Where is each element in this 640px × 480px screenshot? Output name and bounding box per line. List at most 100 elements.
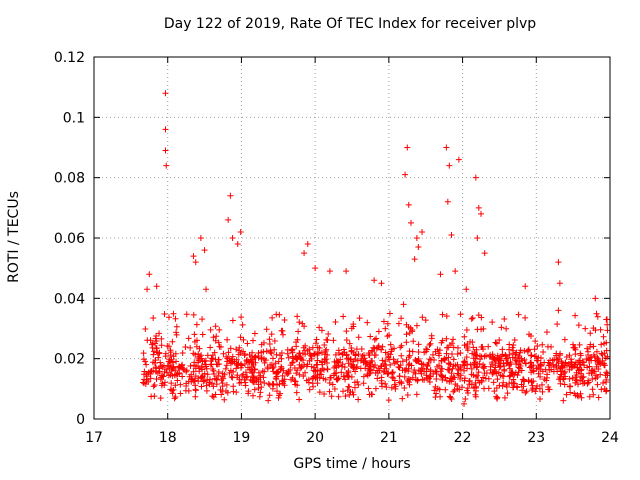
x-tick-label: 17 bbox=[85, 430, 103, 446]
data-point bbox=[516, 349, 523, 356]
data-point bbox=[494, 376, 501, 383]
data-point bbox=[191, 331, 198, 338]
data-point bbox=[344, 372, 351, 379]
chart-title: Day 122 of 2019, Rate Of TEC Index for r… bbox=[163, 16, 537, 32]
data-point bbox=[463, 327, 470, 334]
data-point bbox=[388, 384, 395, 391]
data-point bbox=[168, 380, 175, 387]
data-point bbox=[561, 381, 568, 388]
data-point bbox=[357, 357, 364, 364]
data-point bbox=[243, 357, 250, 364]
data-point bbox=[478, 378, 485, 385]
data-point bbox=[203, 365, 210, 372]
data-point bbox=[462, 395, 469, 402]
data-point bbox=[345, 369, 352, 376]
data-point bbox=[544, 371, 551, 378]
data-point bbox=[310, 367, 317, 374]
data-point bbox=[513, 383, 520, 390]
data-point bbox=[224, 336, 231, 343]
data-point bbox=[437, 393, 444, 400]
data-point bbox=[323, 356, 330, 363]
data-point bbox=[183, 380, 190, 387]
data-point bbox=[492, 362, 499, 369]
data-point bbox=[324, 352, 331, 359]
data-point bbox=[219, 388, 226, 395]
data-point bbox=[281, 317, 288, 324]
data-point bbox=[436, 362, 443, 369]
data-point bbox=[172, 315, 179, 322]
data-point bbox=[450, 336, 457, 343]
data-point bbox=[293, 389, 300, 396]
data-point bbox=[202, 361, 209, 368]
data-point bbox=[407, 376, 414, 383]
data-point bbox=[255, 369, 262, 376]
data-point bbox=[331, 386, 338, 393]
data-point bbox=[210, 383, 217, 390]
data-point bbox=[496, 357, 503, 364]
data-point bbox=[561, 362, 568, 369]
data-point bbox=[309, 344, 316, 351]
data-point bbox=[382, 325, 389, 332]
data-point bbox=[241, 350, 248, 357]
data-point bbox=[386, 310, 393, 317]
data-point bbox=[297, 365, 304, 372]
data-point bbox=[158, 363, 165, 370]
data-point bbox=[214, 361, 221, 368]
data-point bbox=[227, 359, 234, 366]
data-point bbox=[398, 342, 405, 349]
data-point bbox=[473, 364, 480, 371]
data-point bbox=[538, 381, 545, 388]
y-tick-label: 0.1 bbox=[63, 110, 85, 126]
data-point bbox=[560, 397, 567, 404]
data-point bbox=[221, 396, 228, 403]
data-point bbox=[475, 312, 482, 319]
data-point bbox=[510, 341, 517, 348]
data-point bbox=[398, 352, 405, 359]
data-point bbox=[509, 344, 516, 351]
data-point bbox=[592, 327, 599, 334]
data-point bbox=[446, 162, 453, 169]
data-point bbox=[304, 347, 311, 354]
data-point bbox=[581, 362, 588, 369]
data-point bbox=[535, 370, 542, 377]
data-point bbox=[219, 370, 226, 377]
data-point bbox=[405, 201, 412, 208]
data-point bbox=[594, 313, 601, 320]
data-point bbox=[147, 337, 154, 344]
data-point bbox=[401, 384, 408, 391]
data-point bbox=[500, 373, 507, 380]
data-point bbox=[321, 341, 328, 348]
data-point bbox=[593, 310, 600, 317]
data-point bbox=[220, 350, 227, 357]
data-point bbox=[372, 385, 379, 392]
data-point bbox=[589, 376, 596, 383]
data-point bbox=[432, 348, 439, 355]
data-point bbox=[444, 198, 451, 205]
data-point bbox=[378, 380, 385, 387]
data-point bbox=[275, 358, 282, 365]
data-point bbox=[360, 380, 367, 387]
data-point bbox=[553, 350, 560, 357]
data-point bbox=[201, 358, 208, 365]
data-point bbox=[555, 307, 562, 314]
data-point bbox=[413, 391, 420, 398]
data-point bbox=[526, 331, 533, 338]
data-point bbox=[486, 353, 493, 360]
data-point bbox=[216, 326, 223, 333]
data-point bbox=[293, 353, 300, 360]
data-point bbox=[140, 350, 147, 357]
data-point bbox=[427, 357, 434, 364]
data-point bbox=[485, 343, 492, 350]
data-point bbox=[415, 348, 422, 355]
data-point bbox=[579, 358, 586, 365]
data-point bbox=[158, 342, 165, 349]
data-point bbox=[162, 350, 169, 357]
data-point bbox=[230, 383, 237, 390]
data-point bbox=[361, 355, 368, 362]
data-point bbox=[419, 376, 426, 383]
data-point bbox=[516, 358, 523, 365]
data-point bbox=[153, 365, 160, 372]
data-point bbox=[464, 340, 471, 347]
data-point bbox=[568, 359, 575, 366]
y-axis: 0 0.02 0.04 0.06 0.08 0.1 0.12 bbox=[54, 50, 610, 428]
